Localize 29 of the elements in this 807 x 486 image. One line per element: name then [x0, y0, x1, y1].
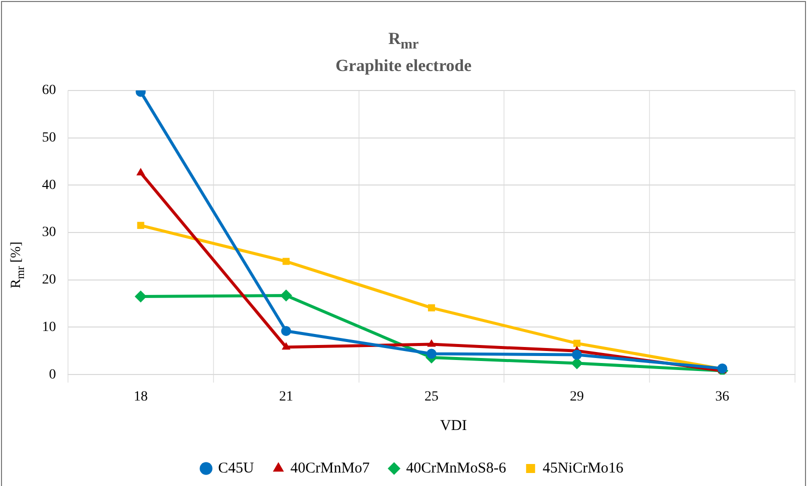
legend-label: 40CrMnMoS8-6 — [406, 460, 507, 476]
x-tick-label: 18 — [134, 390, 148, 405]
legend-label: C45U — [218, 460, 254, 476]
y-tick-label: 60 — [42, 83, 56, 98]
point — [137, 222, 144, 229]
point — [280, 290, 292, 302]
x-tick-label: 25 — [424, 390, 438, 405]
point — [573, 340, 580, 347]
point — [427, 339, 436, 347]
x-tick-label: 29 — [570, 390, 584, 405]
y-tick-label: 30 — [42, 225, 56, 240]
point — [426, 348, 436, 359]
point — [428, 304, 436, 312]
point — [572, 350, 582, 360]
y-tick-label: 40 — [42, 178, 56, 193]
x-axis-title: VDI — [439, 418, 468, 435]
point — [134, 290, 147, 302]
x-tick-label: 36 — [715, 390, 730, 405]
chart-title: R$_{mr}$ Graphite electrode — [334, 28, 473, 76]
point — [282, 342, 290, 350]
point — [282, 258, 290, 265]
y-tick-label: 0 — [49, 367, 56, 382]
y-tick-label: 50 — [42, 130, 56, 146]
point — [281, 326, 292, 336]
legend-label: 45NiCrMo16 — [542, 460, 624, 476]
y-tick-label: 20 — [42, 272, 56, 288]
y-tick-label: 10 — [42, 320, 56, 335]
x-tick-label: 21 — [279, 390, 294, 405]
legend-label: 40CrMnMo7 — [290, 460, 370, 476]
